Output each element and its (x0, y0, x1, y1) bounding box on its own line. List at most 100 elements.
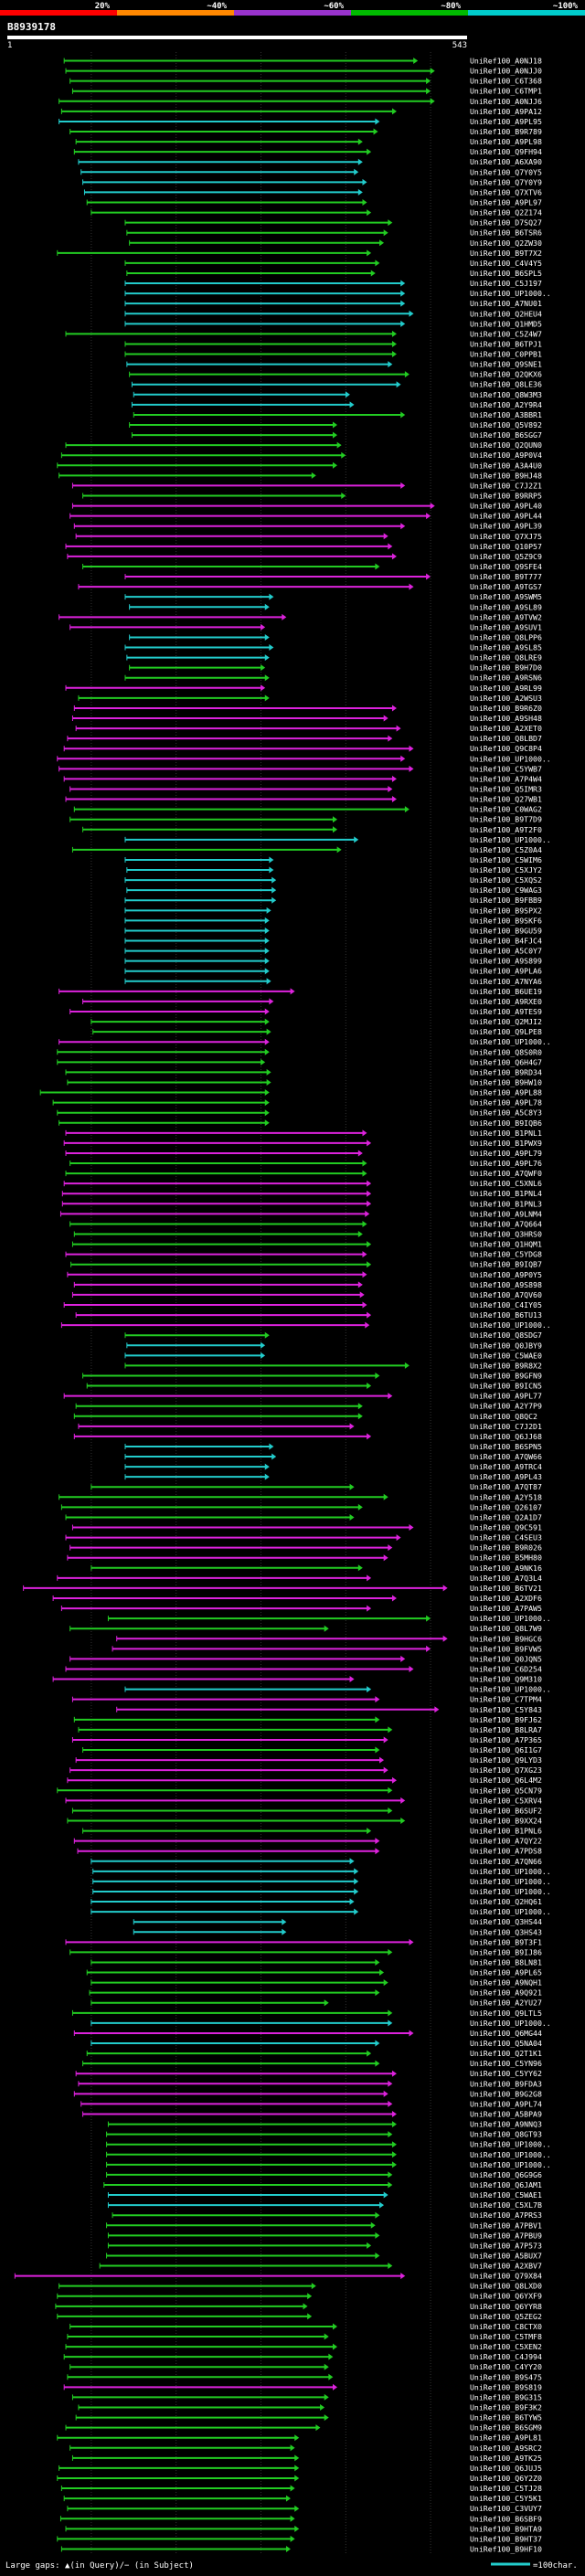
hit-label[interactable]: UniRef100_A0NJJ0 (470, 67, 542, 76)
hit-label[interactable]: UniRef100_C4YY20 (470, 2362, 542, 2371)
hit-label[interactable]: UniRef100_UP1000.. (470, 289, 551, 298)
hit-row[interactable]: UniRef100_B9IQB6 (58, 1118, 542, 1128)
hit-row[interactable]: UniRef100_UP1000.. (106, 2150, 551, 2159)
hit-label[interactable]: UniRef100_Q9LTL5 (470, 2009, 542, 2018)
hit-row[interactable]: UniRef100_C5XRV4 (65, 1796, 542, 1805)
hit-label[interactable]: UniRef100_B9G315 (470, 2392, 542, 2401)
hit-label[interactable]: UniRef100_C0PPB1 (470, 350, 542, 359)
hit-label[interactable]: UniRef100_B8LRA7 (470, 1725, 542, 1734)
hit-row[interactable]: UniRef100_C7J2Z1 (71, 481, 542, 490)
hit-label[interactable]: UniRef100_C6D254 (470, 1664, 542, 1673)
hit-label[interactable]: UniRef100_C5Y843 (470, 1705, 542, 1714)
hit-row[interactable]: UniRef100_A7NU01 (124, 299, 542, 308)
hit-label[interactable]: UniRef100_A2XBV7 (470, 2262, 542, 2271)
hit-row[interactable]: UniRef100_B6SGM9 (65, 2423, 542, 2433)
hit-row[interactable]: UniRef100_A9PLA6 (124, 967, 542, 976)
hit-label[interactable]: UniRef100_A9SH48 (470, 714, 542, 723)
hit-label[interactable]: UniRef100_C5XL7B (470, 2200, 542, 2210)
hit-label[interactable]: UniRef100_Q9LPE8 (470, 1027, 542, 1036)
hit-label[interactable]: UniRef100_A9P0Y5 (470, 1270, 542, 1279)
hit-row[interactable]: UniRef100_B8LRA7 (78, 1725, 542, 1734)
hit-row[interactable]: UniRef100_B9RRP5 (82, 491, 542, 500)
hit-label[interactable]: UniRef100_C0WAG2 (470, 805, 542, 814)
hit-row[interactable]: UniRef100_B9T7X2 (57, 249, 542, 258)
hit-label[interactable]: UniRef100_A7Q3L4 (470, 1574, 542, 1583)
hit-label[interactable]: UniRef100_B4FJC4 (470, 937, 542, 946)
hit-row[interactable]: UniRef100_Q9LTL5 (71, 2009, 542, 2018)
hit-label[interactable]: UniRef100_C8CTX0 (470, 2322, 542, 2331)
hit-label[interactable]: UniRef100_Q8QC2 (470, 1412, 537, 1421)
hit-label[interactable]: UniRef100_A9PL77 (470, 1392, 542, 1401)
hit-row[interactable]: UniRef100_C5XL7B (107, 2200, 542, 2210)
hit-row[interactable]: UniRef100_UP1000.. (57, 754, 551, 763)
hit-row[interactable]: UniRef100_Q6JUJ5 (58, 2464, 542, 2473)
hit-label[interactable]: UniRef100_C4J994 (470, 2352, 542, 2361)
hit-row[interactable]: UniRef100_A2XBV7 (99, 2262, 542, 2271)
hit-row[interactable]: UniRef100_UP1000.. (124, 289, 551, 298)
hit-row[interactable]: UniRef100_A2WSU3 (78, 694, 542, 703)
hit-row[interactable]: UniRef100_B6SPL5 (126, 269, 542, 278)
hit-row[interactable]: UniRef100_A9SUV1 (69, 622, 542, 631)
hit-row[interactable]: UniRef100_Q2HQ61 (90, 1897, 542, 1906)
hit-row[interactable]: UniRef100_Q6Y2Z0 (57, 2474, 542, 2483)
hit-row[interactable]: UniRef100_UP1000.. (90, 1907, 551, 1916)
hit-row[interactable]: UniRef100_Q2HEU4 (124, 309, 542, 318)
hit-label[interactable]: UniRef100_Q2HEU4 (470, 309, 542, 318)
hit-label[interactable]: UniRef100_B9HTA9 (470, 2524, 542, 2533)
hit-row[interactable]: UniRef100_Q2Z174 (90, 208, 542, 217)
hit-row[interactable]: UniRef100_A9PL76 (69, 1159, 542, 1168)
hit-row[interactable]: UniRef100_D7SQ27 (124, 218, 542, 228)
hit-row[interactable]: UniRef100_C5WIM6 (124, 855, 542, 864)
hit-label[interactable]: UniRef100_Q5IMR3 (470, 784, 542, 793)
hit-row[interactable]: UniRef100_Q9FH94 (73, 147, 542, 156)
hit-label[interactable]: UniRef100_A9PA12 (470, 107, 542, 116)
hit-row[interactable]: UniRef100_B9GU59 (124, 926, 542, 935)
hit-row[interactable]: UniRef100_B9S475 (67, 2372, 542, 2381)
hit-row[interactable]: UniRef100_C0PPB1 (124, 350, 542, 359)
hit-row[interactable]: UniRef100_Q5V892 (129, 420, 542, 429)
hit-row[interactable]: UniRef100_B9SPX2 (124, 906, 542, 915)
hit-label[interactable]: UniRef100_C5WAE0 (470, 1351, 542, 1360)
hit-label[interactable]: UniRef100_C6TMP1 (470, 87, 542, 96)
hit-label[interactable]: UniRef100_A9LNM4 (470, 1209, 542, 1218)
hit-row[interactable]: UniRef100_UP1000.. (124, 835, 551, 844)
hit-label[interactable]: UniRef100_Q5ZEG2 (470, 2312, 542, 2321)
hit-label[interactable]: UniRef100_B9T7D9 (470, 815, 542, 824)
hit-row[interactable]: UniRef100_A9P0V4 (60, 451, 542, 460)
hit-row[interactable]: UniRef100_C7J2D1 (78, 1422, 542, 1431)
hit-row[interactable]: UniRef100_A2Y9R4 (131, 400, 542, 409)
hit-row[interactable]: UniRef100_A9S899 (124, 957, 542, 966)
hit-row[interactable]: UniRef100_A9NK16 (90, 1564, 542, 1573)
hit-row[interactable]: UniRef100_B9HTA9 (65, 2524, 542, 2533)
hit-row[interactable]: UniRef100_A7PAW5 (60, 1604, 542, 1613)
hit-row[interactable]: UniRef100_A9PL79 (65, 1149, 542, 1158)
hit-label[interactable]: UniRef100_A9SWM5 (470, 592, 542, 601)
hit-label[interactable]: UniRef100_C5Y5K1 (470, 2494, 542, 2503)
hit-row[interactable]: UniRef100_A9TES9 (69, 1007, 542, 1016)
hit-row[interactable]: UniRef100_C5Y5K1 (63, 2494, 542, 2503)
hit-label[interactable]: UniRef100_C5WIM6 (470, 855, 542, 864)
hit-label[interactable]: UniRef100_B9IJ86 (470, 1947, 542, 1956)
hit-row[interactable]: UniRef100_Q5ZEG2 (57, 2312, 542, 2321)
hit-row[interactable]: UniRef100_Q8QC2 (73, 1412, 537, 1421)
hit-label[interactable]: UniRef100_UP1000.. (470, 1887, 551, 1896)
hit-row[interactable]: UniRef100_B9HJ48 (58, 471, 542, 480)
hit-label[interactable]: UniRef100_Q8LE36 (470, 380, 542, 389)
hit-row[interactable]: UniRef100_B9HGC6 (116, 1634, 542, 1643)
hit-label[interactable]: UniRef100_C5XRV4 (470, 1796, 542, 1805)
hit-label[interactable]: UniRef100_A9SL85 (470, 643, 542, 652)
hit-label[interactable]: UniRef100_B6UE19 (470, 987, 542, 996)
hit-row[interactable]: UniRef100_A7PDS8 (77, 1847, 542, 1856)
hit-row[interactable]: UniRef100_Q0JBY9 (126, 1341, 542, 1350)
hit-row[interactable]: UniRef100_B6TV21 (23, 1584, 542, 1593)
hit-row[interactable]: UniRef100_Q8LXD0 (58, 2282, 542, 2291)
hit-row[interactable]: UniRef100_UP1000.. (58, 1037, 551, 1046)
hit-label[interactable]: UniRef100_C5YY62 (470, 2069, 542, 2078)
hit-label[interactable]: UniRef100_Q5NA04 (470, 2039, 542, 2048)
hit-label[interactable]: UniRef100_Q9C8P4 (470, 744, 542, 753)
hit-row[interactable]: UniRef100_Q6G9G6 (106, 2170, 542, 2179)
hit-row[interactable]: UniRef100_B9H7D0 (129, 663, 542, 673)
hit-label[interactable]: UniRef100_C5YN96 (470, 2059, 542, 2068)
hit-label[interactable]: UniRef100_Q79X84 (470, 2272, 542, 2281)
hit-row[interactable]: UniRef100_C4SEU3 (65, 1533, 542, 1542)
